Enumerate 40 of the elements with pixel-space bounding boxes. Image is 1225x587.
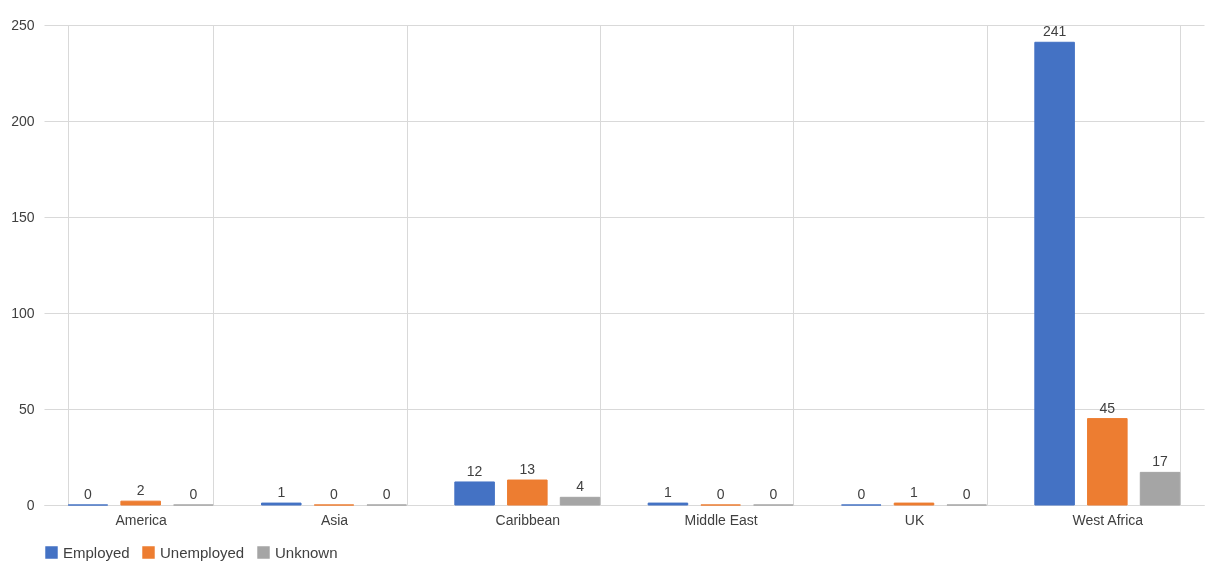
x-tick-label: Caribbean (495, 511, 561, 528)
bar (1087, 418, 1128, 506)
data-label: 17 (1152, 453, 1169, 470)
data-label: 1 (664, 484, 673, 501)
data-label: 12 (466, 462, 483, 479)
data-label: 0 (716, 486, 725, 502)
legend-label: Unemployed (160, 543, 245, 561)
data-label: 2 (136, 482, 145, 499)
x-tick-label: UK (904, 511, 925, 528)
data-label: 0 (962, 486, 971, 502)
data-label: 1 (910, 484, 919, 501)
x-tick-label: West Africa (1072, 511, 1144, 528)
data-label: 13 (519, 461, 536, 478)
data-label: 0 (769, 486, 778, 502)
x-tick-label: America (115, 511, 168, 528)
y-tick-label: 150 (11, 208, 35, 225)
bar (454, 481, 495, 506)
bar (559, 496, 601, 506)
legend-label: Unknown (275, 543, 338, 561)
y-tick-label: 100 (11, 304, 35, 321)
data-label: 0 (84, 486, 93, 502)
bar (1034, 41, 1075, 506)
bar (507, 479, 548, 506)
data-label: 4 (576, 478, 585, 495)
data-label: 1 (277, 484, 286, 501)
bar (120, 500, 161, 506)
bar (1139, 471, 1181, 506)
data-label: 0 (382, 486, 391, 502)
data-label: 45 (1099, 399, 1116, 416)
y-tick-label: 200 (11, 112, 35, 129)
data-label: 0 (189, 486, 198, 502)
y-tick-label: 250 (11, 16, 35, 33)
data-label: 0 (330, 486, 339, 502)
data-label: 241 (1042, 23, 1067, 40)
data-label: 0 (857, 486, 866, 502)
x-tick-label: Middle East (684, 511, 758, 528)
x-tick-label: Asia (320, 511, 349, 528)
y-tick-label: 50 (18, 400, 35, 417)
y-tick-label: 0 (26, 496, 35, 513)
legend-label: Employed (63, 543, 130, 561)
